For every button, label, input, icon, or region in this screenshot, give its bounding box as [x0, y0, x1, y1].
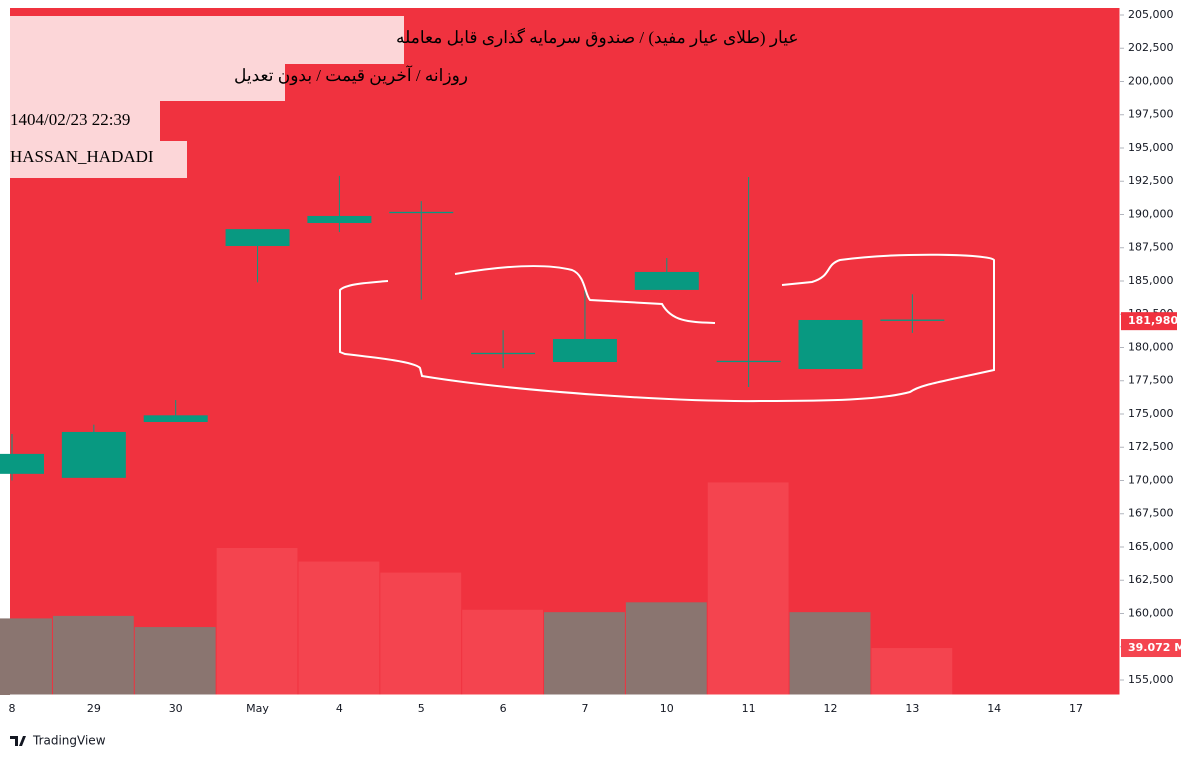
volume-bar [707, 482, 789, 695]
x-tick-label: 8 [9, 702, 16, 715]
y-tick-label: 202,500 [1128, 41, 1174, 54]
legend-box [10, 101, 160, 141]
candle-body [307, 215, 372, 224]
legend-author: HASSAN_HADADI [10, 147, 154, 166]
x-tick-label: 7 [581, 702, 588, 715]
volume-bar [134, 627, 216, 695]
y-tick-label: 197,500 [1128, 108, 1174, 121]
candle-body [143, 415, 208, 422]
footer: TradingView [32, 734, 106, 748]
volume-bar [462, 609, 544, 695]
logo-icon [10, 736, 26, 746]
x-tick-label: 29 [87, 702, 101, 715]
x-tick-label: 12 [824, 702, 838, 715]
legend-box [10, 16, 404, 64]
volume-label: 39.072 M [1128, 641, 1185, 654]
volume-bar [0, 618, 52, 695]
x-tick-label: 5 [418, 702, 425, 715]
x-tick-label: 11 [742, 702, 756, 715]
x-tick-label: 6 [500, 702, 507, 715]
volume-tag [1121, 639, 1181, 658]
candle-body [389, 211, 454, 214]
volume-bar [52, 615, 134, 695]
y-tick-label: 160,000 [1128, 606, 1174, 619]
y-tick-label: 170,000 [1128, 473, 1174, 486]
y-tick-label: 177,500 [1128, 374, 1174, 387]
volume-bar [298, 561, 380, 695]
candle-body [716, 360, 781, 363]
x-tick-label: May [246, 702, 269, 715]
volume-bar [625, 602, 707, 695]
x-tick-label: 14 [987, 702, 1001, 715]
volume-bar [216, 547, 298, 695]
x-tick-label: 10 [660, 702, 674, 715]
logo: TradingView [10, 734, 106, 748]
candle-body [634, 271, 699, 290]
y-tick-label: 195,000 [1128, 141, 1174, 154]
candle-body [798, 319, 863, 370]
x-tick-label: 13 [905, 702, 919, 715]
legend-title: عیار (طلای عیار مفید) / صندوق سرمایه گذا… [396, 27, 799, 48]
legend-date: 1404/02/23 22:39 [10, 110, 130, 129]
candle-body [0, 453, 44, 474]
y-tick-label: 190,000 [1128, 207, 1174, 220]
last-price-tag [1121, 312, 1177, 331]
x-tick-label: 17 [1069, 702, 1083, 715]
volume-bar [380, 572, 462, 695]
volume-bar [544, 612, 625, 695]
candle-body [471, 352, 536, 355]
x-tick-label: 30 [169, 702, 183, 715]
x-tick-label: 4 [336, 702, 343, 715]
y-tick-label: 205,000 [1128, 8, 1174, 21]
y-tick-label: 192,500 [1128, 174, 1174, 187]
volume-bar [871, 648, 953, 695]
y-tick-label: 187,500 [1128, 241, 1174, 254]
legend-subtitle: روزانه / آخرین قیمت / بدون تعدیل [234, 64, 468, 86]
legend-box [10, 64, 285, 101]
y-tick-label: 167,500 [1128, 507, 1174, 520]
legend-box [10, 141, 187, 178]
hand-drawing [339, 253, 995, 403]
y-tick-label: 162,500 [1128, 573, 1174, 586]
candle-body [225, 229, 290, 247]
last-price-label: 181,980 [1128, 314, 1178, 327]
candle-body [61, 431, 126, 478]
candle-body [552, 338, 617, 362]
y-tick-label: 172,500 [1128, 440, 1174, 453]
candle-body [880, 319, 945, 321]
y-tick-label: 175,000 [1128, 407, 1174, 420]
y-tick-label: 180,000 [1128, 340, 1174, 353]
marks [0, 175, 953, 695]
volume-bar [789, 612, 871, 695]
legend: عیار (طلای عیار مفید) / صندوق سرمایه گذا… [10, 16, 799, 178]
y-tick-label: 165,000 [1128, 540, 1174, 553]
y-tick-label: 200,000 [1128, 74, 1174, 87]
y-tick-label: 185,000 [1128, 274, 1174, 287]
y-tick-label: 155,000 [1128, 673, 1174, 686]
